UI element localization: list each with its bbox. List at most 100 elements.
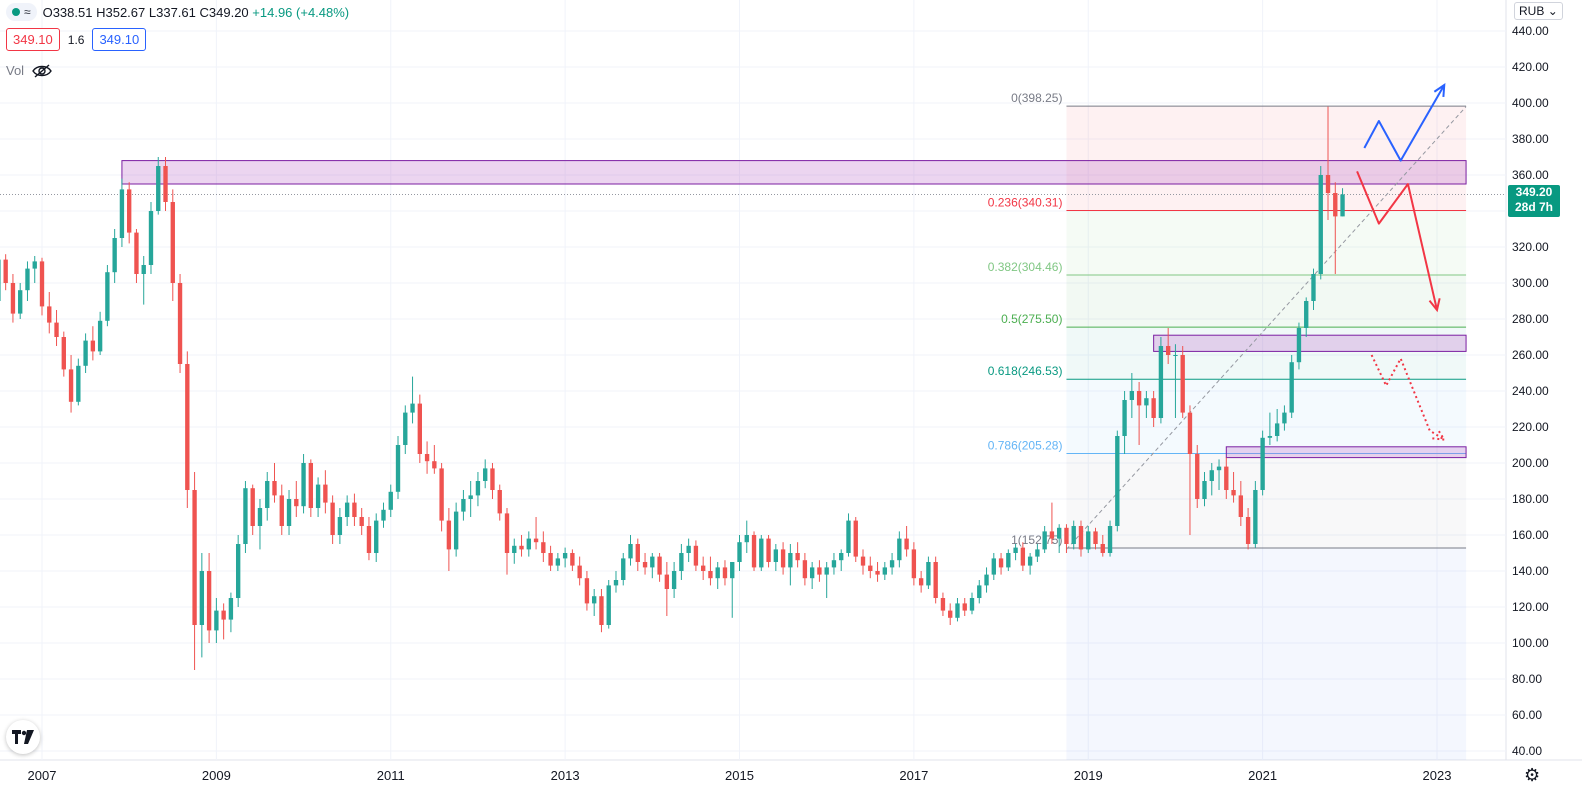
candle-body	[853, 520, 858, 557]
y-tick-label: 300.00	[1512, 276, 1549, 290]
x-tick-label: 2009	[202, 768, 231, 783]
candle-body	[1238, 495, 1244, 517]
candle-body	[483, 468, 488, 481]
candle-body	[882, 567, 887, 575]
candle-body	[795, 553, 800, 561]
candle-body	[1115, 436, 1120, 526]
price-zone-rect[interactable]	[1225, 446, 1467, 459]
candle-body	[1231, 490, 1236, 496]
symbol-status-pill[interactable]: ≈	[6, 3, 37, 21]
candle-body	[1267, 436, 1273, 438]
candle-body	[1289, 362, 1294, 413]
candle-body	[693, 545, 699, 566]
x-tick-label: 2013	[551, 768, 580, 783]
candle-body	[984, 574, 989, 586]
candle-body	[541, 542, 546, 553]
candle-body	[562, 553, 568, 559]
candle-body	[671, 571, 677, 589]
projection-path[interactable]	[1356, 171, 1438, 311]
projection-drawings[interactable]	[1356, 83, 1447, 441]
candle-body	[315, 484, 321, 508]
price-zone-rect[interactable]	[121, 160, 1467, 185]
candle-body	[1296, 328, 1302, 363]
candle-body	[831, 560, 837, 568]
candle-body	[432, 461, 437, 469]
x-tick-label: 2011	[377, 768, 405, 783]
candle-body	[817, 567, 822, 575]
candle-body	[846, 520, 851, 553]
y-tick-label: 40.00	[1512, 744, 1542, 758]
candle-body	[330, 502, 335, 535]
bar-countdown: 28d 7h	[1514, 200, 1553, 215]
low-value: L337.61	[148, 4, 196, 20]
candle-body	[490, 468, 495, 490]
spread-value: 1.6	[67, 32, 85, 47]
candle-body	[1282, 412, 1287, 424]
fib-level-label: 0.5(275.50)	[1001, 312, 1062, 326]
candle-body	[359, 517, 364, 526]
price-axis[interactable]: 40.00 60.00 80.00 100.00 120.00 140.00 160.00 1…	[1512, 24, 1549, 758]
trend-line[interactable]	[0, 106, 1506, 550]
sell-price-button[interactable]: 349.10	[6, 28, 60, 51]
candle-body	[1093, 531, 1098, 544]
candle-body	[628, 544, 633, 559]
candle-body	[526, 538, 531, 550]
fibonacci-retracement[interactable]: 0(398.25) 0.236(340.31) 0.382(304.46) 0.5(2…	[988, 91, 1467, 760]
candle-body	[708, 571, 713, 579]
candle-body	[642, 562, 648, 568]
candle-body	[185, 364, 190, 490]
candle-body	[759, 538, 764, 568]
dashed-trend-line[interactable]	[1066, 106, 1467, 550]
fib-level-label: 0.382(304.46)	[988, 260, 1063, 274]
candle-body	[1035, 549, 1040, 557]
candle-body	[955, 603, 960, 618]
candle-body	[926, 562, 931, 586]
candle-body	[468, 495, 473, 499]
time-axis[interactable]: 2007 2009 2011 2013 2015 2017 2019 2021 2023	[28, 768, 1452, 783]
y-tick-label: 80.00	[1512, 672, 1542, 686]
candle-body	[163, 166, 168, 202]
candle-body	[621, 558, 626, 580]
y-tick-label: 280.00	[1512, 312, 1549, 326]
gear-icon[interactable]: ⚙	[1524, 765, 1541, 785]
currency-selector[interactable]: RUB ⌄	[1514, 2, 1563, 20]
candle-body	[417, 403, 422, 454]
candle-body	[780, 549, 786, 568]
candle-body	[214, 610, 219, 631]
candle-body	[570, 553, 575, 566]
candle-body	[83, 340, 88, 366]
candle-body	[1304, 301, 1309, 328]
buy-price-button[interactable]: 349.10	[92, 28, 147, 51]
candle-body	[788, 553, 793, 568]
candle-body	[679, 553, 684, 571]
candle-body	[446, 520, 452, 550]
chart-grid	[0, 0, 1582, 761]
candle-body	[584, 578, 590, 604]
projection-path[interactable]	[1363, 84, 1446, 162]
candle-body	[206, 571, 212, 631]
candle-body	[286, 499, 292, 526]
tradingview-logo-icon[interactable]	[6, 720, 40, 754]
candle-body	[134, 232, 139, 274]
candle-body	[1245, 517, 1251, 544]
candle-body	[366, 526, 372, 553]
price-zone-rect[interactable]	[1153, 334, 1467, 352]
candle-body	[773, 549, 779, 562]
volume-indicator-label[interactable]: Vol	[6, 63, 52, 78]
x-tick-label: 2019	[1074, 768, 1103, 783]
candle-body	[177, 283, 183, 364]
candle-body	[1027, 556, 1033, 566]
candle-body	[555, 558, 561, 566]
candle-body	[119, 189, 125, 238]
candle-body	[25, 268, 30, 291]
support-resistance-zones[interactable]	[121, 160, 1467, 459]
candle-body	[410, 403, 415, 413]
candle-body	[635, 544, 640, 562]
eye-off-icon[interactable]	[32, 63, 52, 78]
y-tick-label: 360.00	[1512, 168, 1549, 182]
candle-body	[105, 272, 110, 321]
candle-body	[272, 481, 277, 496]
x-tick-label: 2023	[1423, 768, 1452, 783]
x-tick-label: 2015	[725, 768, 754, 783]
